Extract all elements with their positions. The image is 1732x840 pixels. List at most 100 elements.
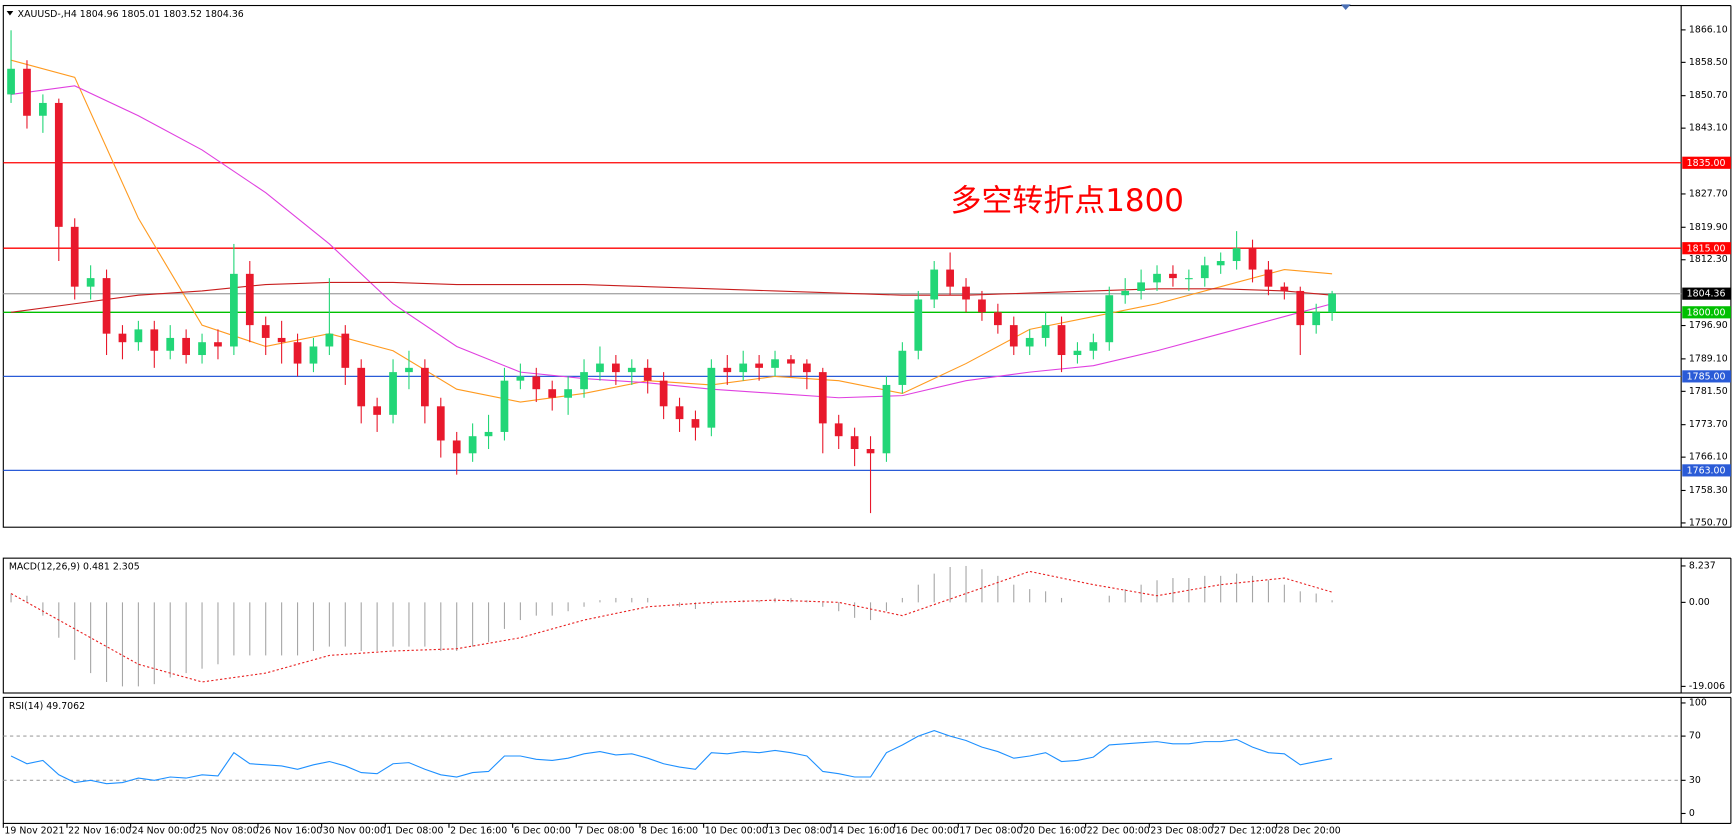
candle-body [898,350,907,385]
candle-body [1025,337,1034,347]
shift-marker[interactable] [1340,4,1351,10]
y-tick-label: 1819.90 [1689,222,1728,233]
candle-body [118,333,127,343]
y-tick-label: 100 [1689,697,1707,708]
y-tick-label: 1750.70 [1689,517,1728,528]
candle-body [1200,265,1209,279]
y-tick-label: 1850.70 [1689,90,1728,101]
candle-body [1296,290,1305,326]
x-tick-label: 16 Dec 00:00 [896,826,959,837]
candle-body [230,273,238,347]
candle-body [659,380,668,407]
level-label: 1785.00 [1687,371,1726,382]
y-tick-label: 1789.10 [1689,353,1728,364]
candle-body [389,372,397,415]
y-tick-label: 70 [1689,731,1701,742]
candle-body [627,367,636,373]
candle-body [468,436,477,454]
x-tick-label: 13 Dec 08:00 [768,826,831,837]
y-tick-label: 1758.30 [1689,485,1728,496]
candle-body [818,372,827,424]
candle-body [930,269,939,300]
candle-body [787,359,795,364]
x-tick-label: 14 Dec 16:00 [832,826,895,837]
candle-body [993,312,1002,326]
candle-body [612,363,620,373]
x-tick-label: 10 Dec 00:00 [705,826,768,837]
candle-body [309,346,318,364]
candle-body [946,269,954,287]
y-tick-label: 1781.50 [1689,386,1728,397]
candle-body [1184,278,1193,280]
candle-body [1280,286,1289,291]
candle-body [548,389,557,398]
y-tick-label: 1866.10 [1689,24,1728,35]
x-tick-label: 17 Dec 08:00 [959,826,1022,837]
x-tick-label: 26 Nov 16:00 [259,826,322,837]
candle-body [261,325,270,338]
y-tick-label: 1812.30 [1689,254,1728,265]
y-tick-label: 8.237 [1689,560,1716,571]
annotation: 多空转折点1800 [951,183,1184,219]
candle-body [723,367,732,373]
level-label-box [1682,370,1731,383]
panel-frame [2,696,1682,824]
candle-body [802,363,811,373]
panel-frame [2,557,1682,694]
candle-body [1073,350,1082,356]
candle-body [23,68,31,116]
level-label: 1815.00 [1687,243,1726,254]
menu-arrow[interactable] [6,11,14,16]
panel-title: XAUUSD-,H4 1804.96 1805.01 1803.52 1804.… [18,9,244,20]
x-tick-label: 25 Nov 08:00 [195,826,258,837]
candle-body [1264,269,1273,287]
candle-body [1105,295,1114,343]
level-label-box [1682,242,1731,255]
candle-body [834,423,843,437]
candle-body [500,380,509,432]
y-tick-label: 1843.10 [1689,123,1728,134]
candle-body [675,406,684,420]
candle-body [214,342,222,347]
candle-body [850,436,859,450]
x-tick-label: 7 Dec 08:00 [577,826,634,837]
x-tick-label: 28 Dec 20:00 [1278,826,1341,837]
candle-body [293,342,302,364]
x-tick-label: 24 Nov 00:00 [132,826,195,837]
x-tick-label: 22 Dec 00:00 [1087,826,1150,837]
candle-body [755,363,763,368]
candle-body [1312,312,1321,326]
candle-body [436,406,445,441]
level-label: 1835.00 [1687,158,1726,169]
x-tick-label: 19 Nov 2021 [4,826,64,837]
level-label-box [1682,287,1731,300]
candle-body [405,367,413,373]
y-tick-label: 1796.90 [1689,320,1728,331]
x-tick-label: 20 Dec 16:00 [1023,826,1086,837]
x-tick-label: 2 Dec 16:00 [450,826,507,837]
candle-body [198,342,206,356]
candle-body [914,299,923,351]
y-tick-label: 1766.10 [1689,452,1728,463]
y-tick-label: 1827.70 [1689,188,1728,199]
x-tick-label: 23 Dec 08:00 [1150,826,1213,837]
candle-body [1169,273,1177,279]
y-tick-label: 30 [1689,775,1701,786]
y-tick-label: -19.006 [1689,681,1725,692]
candle-body [452,440,461,454]
candle-body [1089,342,1098,351]
candle-body [1137,282,1145,291]
candle-body [1328,293,1336,313]
candle-body [643,367,652,381]
candle-body [580,372,588,390]
candle-body [866,449,875,454]
candle-body [596,363,604,373]
candle-body [325,333,334,347]
candle-body [182,337,191,356]
y-tick-label: 0 [1689,808,1695,819]
candle-body [1041,325,1050,338]
y-tick-label: 1773.70 [1689,419,1728,430]
candle-body [341,333,350,368]
